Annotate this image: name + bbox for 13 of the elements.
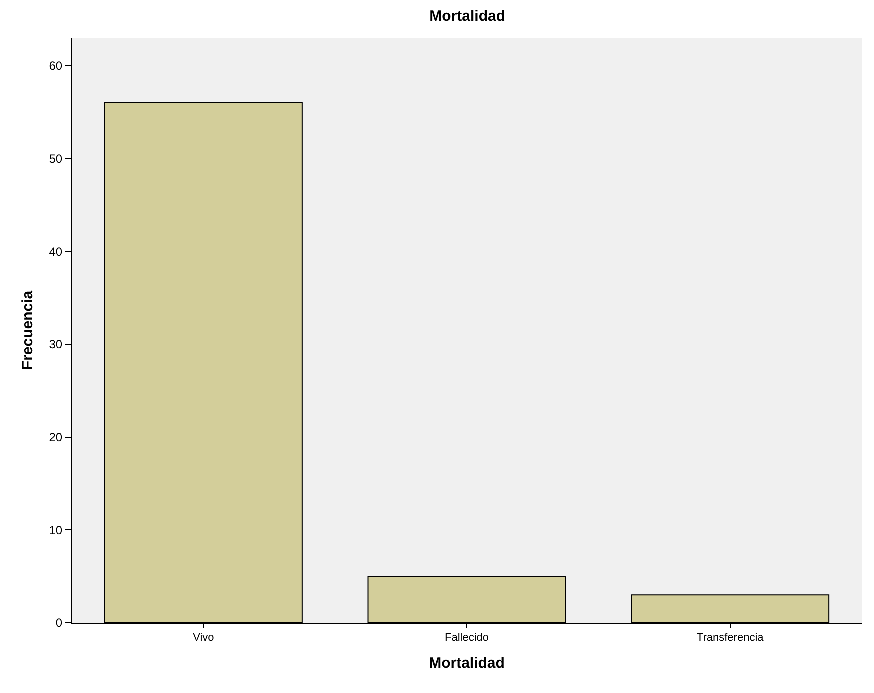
x-tick-label: Transferencia <box>696 632 765 644</box>
y-tick-label: 50 <box>49 152 63 166</box>
x-tick-label: Vivo <box>193 632 214 644</box>
y-tick-label: 30 <box>49 338 63 352</box>
y-tick-label: 60 <box>49 59 63 74</box>
y-tick-label: 40 <box>49 244 63 259</box>
chart-title: Mortalidad <box>430 8 506 25</box>
y-tick-label: 10 <box>49 523 63 538</box>
y-tick-label: 0 <box>56 616 63 630</box>
x-axis-title: Mortalidad <box>429 655 505 672</box>
y-tick-label: 20 <box>49 430 63 444</box>
x-tick-label: Fallecido <box>444 632 490 644</box>
y-axis-title: Frecuencia <box>19 290 36 370</box>
